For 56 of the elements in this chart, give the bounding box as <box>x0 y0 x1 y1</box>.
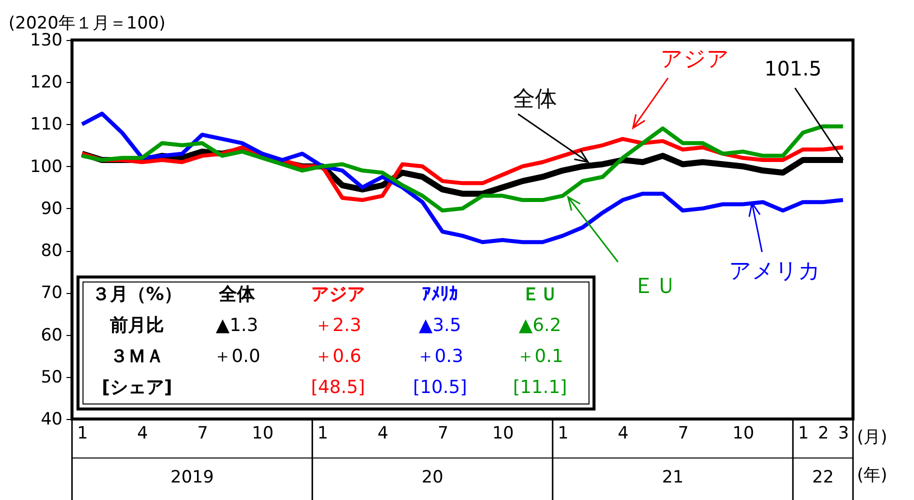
text: 2019 <box>170 468 214 488</box>
text: (月) <box>857 428 888 448</box>
x-tick-label: 1 <box>77 424 88 444</box>
y-tick-label: 40 <box>40 410 62 430</box>
x-tick-label: 7 <box>197 424 208 444</box>
annotation: ▲1.3 <box>216 314 258 336</box>
x-tick-label: 7 <box>438 424 448 444</box>
annotation: ＥＵ <box>522 284 558 305</box>
y-axis-title: (2020年１月＝100) <box>8 14 166 34</box>
x-tick-label: 4 <box>618 424 629 444</box>
annotation: ３月（%） <box>92 284 182 305</box>
annotation: アジア <box>311 284 365 305</box>
y-tick-label: 60 <box>40 325 62 346</box>
y-tick-label: 110 <box>30 114 62 135</box>
annotation: ＋0.3 <box>416 346 464 367</box>
y-tick-label: 50 <box>40 367 62 388</box>
text: 21 <box>662 468 684 488</box>
x-tick-label: 1 <box>798 424 809 444</box>
x-tick-label: 10 <box>732 424 754 444</box>
y-tick-label: 130 <box>30 30 62 50</box>
y-tick-label: 90 <box>40 198 62 219</box>
text: (年) <box>857 466 888 486</box>
text: ＥＵ <box>633 274 677 300</box>
x-tick-label: 2 <box>818 424 829 444</box>
annotation: [48.5] <box>310 376 366 398</box>
annotation: ＋2.3 <box>314 314 362 336</box>
x-tick-label: 4 <box>137 424 148 444</box>
x-tick-label: 7 <box>678 424 689 444</box>
annotation: [10.5] <box>412 376 468 398</box>
x-tick-label: 4 <box>377 424 388 444</box>
x-tick-label: 1 <box>317 424 328 444</box>
annotation: ＋0.0 <box>214 346 260 367</box>
y-tick-label: 120 <box>30 72 62 93</box>
annotation: [シェア] <box>102 376 172 398</box>
legend-label: アメリカ <box>729 259 821 284</box>
annotation: ▲6.2 <box>518 314 562 336</box>
annotation: ＋0.1 <box>516 346 564 367</box>
x-tick-label: 3 <box>838 424 849 444</box>
annotation: 101.5 <box>764 56 822 80</box>
annotation: 前月比 <box>109 314 164 336</box>
x-tick-label: 10 <box>252 424 274 444</box>
text: アジア <box>660 47 730 72</box>
y-tick-label: 80 <box>40 241 62 262</box>
text: 20 <box>422 468 444 488</box>
annotation: [11.1] <box>512 376 568 398</box>
annotation: 全体 <box>218 284 256 305</box>
annotation: ＋0.6 <box>314 346 362 367</box>
y-tick-label: 70 <box>40 283 62 304</box>
text: 全体 <box>513 87 557 112</box>
annotation: ３ＭＡ <box>110 346 164 367</box>
x-tick-label: 10 <box>492 424 514 444</box>
annotation: ▲3.5 <box>418 314 462 336</box>
x-tick-label: 1 <box>558 424 569 444</box>
y-tick-label: 100 <box>30 156 62 177</box>
text: 22 <box>812 468 834 488</box>
annotation: ｱﾒﾘｶ <box>422 284 458 305</box>
